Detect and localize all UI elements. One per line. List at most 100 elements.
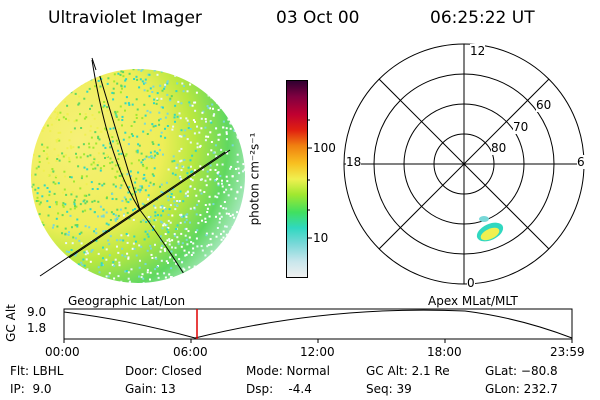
- geo-speckle-pixel: [189, 207, 192, 210]
- geo-speckle-pixel: [166, 112, 169, 115]
- geo-speckle-pixel: [173, 234, 176, 237]
- geo-speckle-pixel: [151, 141, 154, 144]
- geo-speckle-pixel: [97, 137, 100, 140]
- geo-speckle-pixel: [216, 227, 219, 229]
- geo-speckle-pixel: [124, 79, 127, 82]
- geo-speckle-pixel: [107, 223, 110, 226]
- geo-speckle-pixel: [153, 204, 156, 207]
- geo-speckle-pixel: [166, 239, 169, 242]
- geo-speckle-pixel: [144, 78, 147, 81]
- geo-speckle-pixel: [141, 202, 144, 205]
- geo-speckle-pixel: [126, 241, 129, 244]
- geo-speckle-pixel: [105, 155, 108, 158]
- geo-speckle-pixel: [126, 211, 129, 214]
- geo-speckle-pixel: [210, 121, 213, 124]
- geo-speckle-pixel: [210, 141, 213, 143]
- geo-speckle-pixel: [67, 119, 70, 122]
- geo-speckle-pixel: [221, 182, 223, 185]
- geo-speckle-pixel: [93, 199, 96, 202]
- geo-speckle-pixel: [169, 221, 172, 224]
- geo-speckle-pixel: [134, 190, 137, 193]
- geo-speckle-pixel: [186, 213, 189, 216]
- geo-speckle-pixel: [114, 110, 117, 113]
- geo-speckle-pixel: [64, 100, 67, 103]
- geo-speckle-pixel: [104, 230, 107, 233]
- geo-speckle-pixel: [97, 152, 100, 155]
- geo-speckle-pixel: [172, 125, 175, 128]
- geo-speckle-pixel: [75, 205, 78, 208]
- geo-speckle-pixel: [73, 203, 76, 206]
- geo-speckle-pixel: [57, 138, 60, 141]
- geo-speckle-pixel: [80, 261, 83, 264]
- geo-speckle-pixel: [164, 136, 167, 139]
- geo-speckle-pixel: [175, 262, 178, 265]
- polar-caption: Apex MLat/MLT: [428, 294, 518, 308]
- geo-speckle-pixel: [236, 191, 239, 194]
- geo-speckle-pixel: [111, 197, 114, 200]
- geo-speckle-pixel: [179, 160, 182, 163]
- geo-speckle-pixel: [140, 245, 143, 248]
- geo-speckle-pixel: [146, 109, 149, 112]
- geo-speckle-pixel: [54, 176, 57, 179]
- geo-speckle-pixel: [173, 116, 176, 119]
- geo-speckle-pixel: [52, 170, 55, 173]
- geo-speckle-pixel: [78, 102, 81, 105]
- geo-speckle-pixel: [186, 194, 189, 197]
- geo-speckle-pixel: [118, 264, 121, 267]
- geo-speckle-pixel: [55, 139, 58, 142]
- geo-speckle-pixel: [130, 133, 133, 136]
- geo-speckle-pixel: [55, 217, 58, 220]
- geo-speckle-pixel: [115, 198, 118, 201]
- geo-speckle-pixel: [134, 208, 136, 210]
- geo-speckle-pixel: [238, 172, 241, 175]
- geo-speckle-pixel: [146, 271, 149, 274]
- geo-speckle-pixel: [133, 247, 136, 250]
- geo-speckle-pixel: [122, 75, 125, 78]
- geo-speckle-pixel: [47, 214, 50, 217]
- geo-speckle-pixel: [190, 254, 193, 256]
- geo-speckle-pixel: [64, 203, 67, 206]
- geo-speckle-pixel: [190, 165, 192, 168]
- geo-speckle-pixel: [204, 118, 207, 120]
- geo-speckle-pixel: [210, 149, 213, 152]
- geo-speckle-pixel: [52, 181, 55, 184]
- geo-speckle-pixel: [149, 271, 152, 274]
- geo-speckle-pixel: [90, 136, 93, 139]
- geo-speckle-pixel: [168, 243, 171, 246]
- geo-speckle-pixel: [176, 163, 179, 166]
- geo-speckle-pixel: [41, 195, 44, 198]
- geo-speckle-pixel: [200, 117, 203, 120]
- geo-speckle-pixel: [149, 129, 152, 132]
- geo-speckle-pixel: [116, 142, 119, 145]
- geo-speckle-pixel: [179, 221, 182, 224]
- geo-speckle-pixel: [199, 165, 202, 168]
- geo-speckle-pixel: [146, 249, 149, 252]
- geo-speckle-pixel: [100, 262, 103, 265]
- geo-speckle-pixel: [131, 103, 134, 106]
- geo-speckle-pixel: [76, 224, 79, 226]
- geo-speckle-pixel: [216, 196, 219, 199]
- geo-speckle-pixel: [135, 254, 138, 257]
- geo-speckle-pixel: [83, 194, 86, 197]
- geo-speckle-pixel: [55, 201, 58, 204]
- geo-speckle-pixel: [117, 275, 120, 278]
- geo-speckle-pixel: [64, 227, 67, 230]
- geo-speckle-pixel: [207, 106, 210, 109]
- geo-speckle-pixel: [135, 98, 138, 101]
- geo-speckle-pixel: [41, 221, 44, 224]
- geo-speckle-pixel: [140, 152, 143, 155]
- geo-speckle-pixel: [222, 120, 225, 123]
- geo-speckle-pixel: [236, 211, 239, 214]
- geo-speckle-pixel: [116, 170, 119, 173]
- geo-speckle-pixel: [183, 221, 186, 224]
- geo-speckle-pixel: [120, 84, 123, 87]
- geo-speckle-pixel: [153, 219, 156, 222]
- geo-speckle-pixel: [99, 85, 102, 88]
- geo-speckle-pixel: [128, 217, 131, 220]
- geo-speckle-pixel: [124, 102, 127, 105]
- info-filter: Flt: LBHL: [10, 364, 64, 378]
- geo-speckle-pixel: [200, 178, 203, 181]
- geo-speckle-pixel: [159, 250, 162, 253]
- geo-speckle-pixel: [222, 207, 225, 210]
- geo-speckle-pixel: [229, 167, 232, 170]
